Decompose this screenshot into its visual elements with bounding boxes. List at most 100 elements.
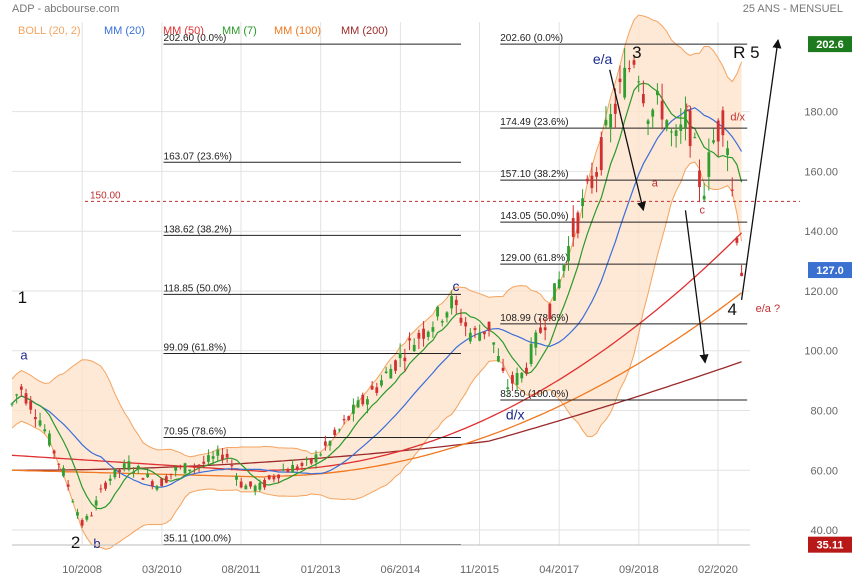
candle-body <box>52 450 56 454</box>
candle-body <box>440 321 444 323</box>
wave-label: c <box>699 204 705 216</box>
legend-entry: BOLL (20, 2) <box>18 25 81 37</box>
legend-entry: MM (20) <box>104 25 145 37</box>
candle-body <box>347 416 351 420</box>
candle-body <box>366 399 369 405</box>
candle-body <box>43 429 47 432</box>
candle-body <box>525 367 528 374</box>
candle-body <box>590 175 594 189</box>
candle-body <box>113 468 117 478</box>
candle-body <box>571 218 575 237</box>
wave-label: b <box>93 536 100 551</box>
candle-body <box>688 110 692 147</box>
fib-left-label: 70.95 (78.6%) <box>164 427 227 438</box>
candle-body <box>239 481 243 488</box>
y-tick-label: 60.00 <box>810 465 838 477</box>
candle-body <box>426 331 430 337</box>
forecast-arrow <box>740 39 782 301</box>
candle-body <box>160 478 164 487</box>
candle-body <box>216 449 220 456</box>
fib-left-label: 138.62 (38.2%) <box>164 224 232 235</box>
candle-body <box>356 400 360 408</box>
candle-body <box>576 212 580 234</box>
candle-body <box>141 478 145 480</box>
candle-body <box>323 441 327 446</box>
candle-body <box>473 328 477 331</box>
chart-title: ADP - abcbourse.com <box>12 3 119 15</box>
candle-body <box>389 368 393 379</box>
candle-body <box>431 327 435 332</box>
wave-label: 3 <box>632 43 641 62</box>
fib-right-label: 174.49 (23.6%) <box>500 117 568 128</box>
candle-body <box>267 475 271 480</box>
forecast-arrow <box>609 69 646 212</box>
candle-body <box>553 283 556 301</box>
candle-body <box>178 466 182 468</box>
candle-body <box>464 322 468 327</box>
candle-body <box>721 110 725 136</box>
candle-body <box>249 481 252 487</box>
candle-body <box>295 466 299 470</box>
candle-body <box>24 393 28 404</box>
x-tick-label: 09/2018 <box>619 564 659 576</box>
x-tick-label: 08/2011 <box>221 564 260 576</box>
candle-body <box>29 400 33 410</box>
candle-body <box>71 501 75 503</box>
wave-label: d/x <box>730 112 745 124</box>
candle-body <box>211 456 215 459</box>
axes: 40.00 60.00 80.00 100.00 120.00 140.00 160.00 1… <box>12 36 852 576</box>
candle-body <box>291 464 295 473</box>
reference-line-label: 150.00 <box>90 190 121 201</box>
candle-body <box>235 475 238 480</box>
candle-body <box>445 312 449 318</box>
candle-body <box>352 404 355 414</box>
candle-body <box>384 371 388 373</box>
candle-body <box>314 454 318 463</box>
wave-label: e/a ? <box>756 303 780 315</box>
forecast-arrow <box>684 210 709 364</box>
candle-body <box>707 152 711 177</box>
candle-body <box>492 342 496 345</box>
price-tag-box <box>808 36 852 53</box>
y-tick-label: 120.00 <box>804 286 838 298</box>
candle-body <box>478 332 482 341</box>
candle-body <box>674 130 678 136</box>
candle-body <box>375 387 379 393</box>
fib-left-label: 99.09 (61.8%) <box>164 342 227 353</box>
fib-right-label: 83.50 (100.0%) <box>500 389 568 400</box>
wave-label: d/x <box>506 406 525 422</box>
legend-entry: MM (100) <box>274 25 321 37</box>
candle-body <box>300 462 304 467</box>
candle-body <box>333 429 337 436</box>
candle-body <box>108 478 112 481</box>
candle-body <box>164 476 168 483</box>
candle-body <box>19 386 23 390</box>
candle-body <box>412 344 416 352</box>
wave-label: 4 <box>728 300 737 319</box>
candle-body <box>613 103 617 114</box>
fib-left-label: 202.60 (0.0%) <box>164 33 227 44</box>
candle-body <box>192 466 196 468</box>
candle-body <box>459 317 463 323</box>
candle-body <box>454 299 458 306</box>
candle-body <box>10 403 14 405</box>
candle-body <box>66 484 70 487</box>
candle-body <box>641 94 645 104</box>
wave-label: R 5 <box>733 43 759 62</box>
price-tag-label: 202.6 <box>816 39 844 51</box>
candle-body <box>337 429 341 431</box>
legend-entry: MM (50) <box>163 25 204 37</box>
candle-body <box>207 455 210 462</box>
candle-body <box>595 172 599 177</box>
reference-line: 150.00 <box>85 190 800 202</box>
x-tick-label: 03/2010 <box>142 564 182 576</box>
fib-right-label: 129.00 (61.8%) <box>500 253 568 264</box>
candle-body <box>726 148 729 156</box>
fibonacci-levels: 202.60 (0.0%) 163.07 (23.6%) 138.62 (38.2%… <box>163 33 748 546</box>
candle-body <box>136 465 140 469</box>
candle-body <box>328 441 332 446</box>
y-tick-label: 100.00 <box>804 346 838 358</box>
candle-body <box>646 120 650 124</box>
candle-body <box>618 78 622 83</box>
